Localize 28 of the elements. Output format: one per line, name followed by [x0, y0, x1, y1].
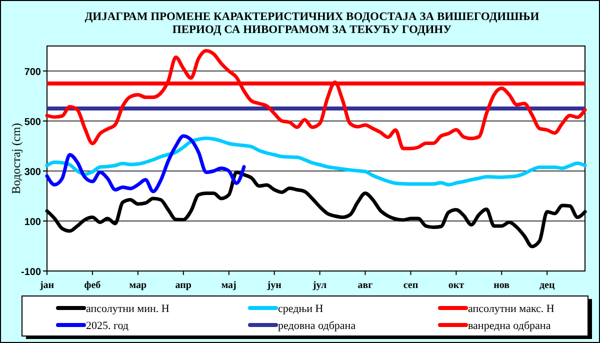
- x-tick-label: сеп: [403, 280, 418, 291]
- y-tick-label: 300: [24, 167, 42, 178]
- legend-label: апсолутни мин. H: [86, 303, 170, 315]
- y-tick-label: 100: [24, 217, 42, 228]
- x-tick-label: мај: [221, 280, 236, 291]
- y-tick-label: -100: [20, 267, 42, 278]
- y-tick-label: 500: [24, 117, 42, 128]
- legend-label: ванредна одбрана: [468, 320, 551, 332]
- x-tick-label: јун: [266, 280, 282, 291]
- x-tick-label: јан: [38, 280, 54, 291]
- x-tick-label: јул: [312, 280, 328, 291]
- legend-label: средњи H: [278, 303, 324, 315]
- y-axis-title: Водостај (cm): [9, 122, 23, 194]
- x-tick-label: апр: [175, 280, 192, 291]
- legend-label: апсолутни макс. H: [468, 303, 554, 315]
- line-series: [45, 136, 587, 186]
- x-tick-label: окт: [448, 280, 464, 291]
- x-tick-label: нов: [494, 280, 510, 291]
- legend-label: 2025. год: [86, 320, 129, 332]
- x-tick-label: авг: [358, 280, 374, 291]
- line-series: [45, 134, 246, 194]
- x-tick-label: мар: [129, 280, 148, 291]
- y-tick-label: 700: [24, 67, 42, 78]
- x-tick-label: дец: [539, 280, 555, 291]
- x-tick-label: феб: [84, 280, 101, 291]
- chart-title: ДИЈАГРАМ ПРОМЕНЕ КАРАКТЕРИСТИЧНИХ ВОДОСТАЈА ЗА ВИШЕГОДИШЊИ ПЕРИОД СА НИВОГРАМОМ ЗА ТЕКУЋУ ГОДИНУ: [84, 11, 540, 36]
- line-series: [45, 49, 587, 150]
- legend-label: редовна одбрана: [278, 320, 356, 332]
